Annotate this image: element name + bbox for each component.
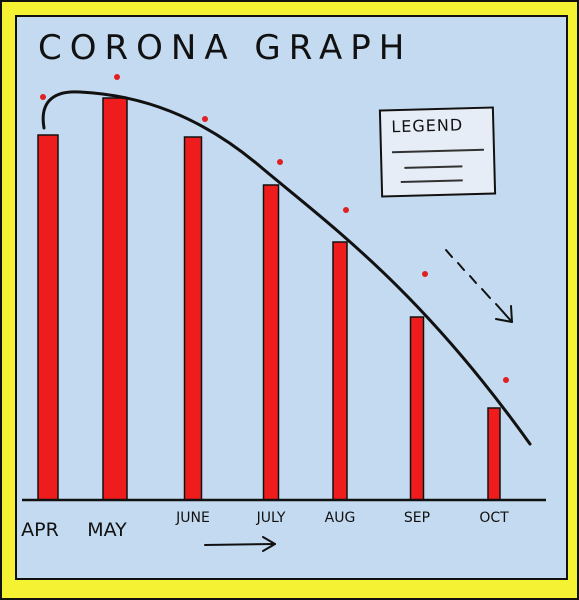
marker-point	[202, 116, 208, 122]
right-arrow-icon	[204, 536, 276, 552]
bars	[37, 97, 501, 501]
x-tick-label: AUG	[325, 510, 356, 526]
trend-curve	[41, 90, 532, 446]
x-tick-label: JULY	[256, 510, 286, 526]
marker-point	[503, 377, 509, 383]
bar-may	[102, 97, 128, 501]
bar-oct	[487, 407, 501, 501]
bar-apr	[37, 134, 59, 501]
x-tick-labels: APR MAY JUNE JULY AUG SEP OCT	[21, 510, 509, 541]
marker-point	[343, 207, 349, 213]
legend-line	[404, 165, 463, 169]
x-tick-label: OCT	[479, 510, 509, 526]
legend: LEGEND	[378, 106, 497, 198]
marker-point	[277, 159, 283, 165]
bar-aug	[332, 241, 348, 501]
chart-title: CORONA GRAPH	[38, 28, 413, 68]
x-tick-label: APR	[21, 519, 59, 541]
marker-point	[40, 94, 46, 100]
legend-line	[391, 148, 484, 154]
marker-point	[422, 271, 428, 277]
down-arrow-icon	[445, 249, 513, 323]
markers	[40, 74, 509, 383]
x-tick-label: MAY	[87, 519, 127, 541]
x-tick-label: JUNE	[175, 510, 210, 526]
bar-june	[183, 136, 203, 501]
x-tick-label: SEP	[404, 510, 430, 526]
bar-july	[262, 184, 280, 501]
legend-title: LEGEND	[391, 115, 464, 137]
legend-line	[400, 179, 463, 183]
bar-sep	[409, 316, 425, 501]
marker-point	[114, 74, 120, 80]
